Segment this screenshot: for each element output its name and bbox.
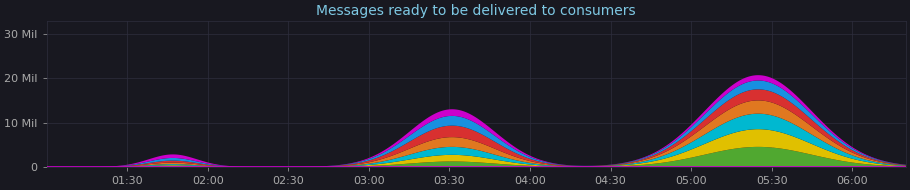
Title: Messages ready to be delivered to consumers: Messages ready to be delivered to consum… bbox=[317, 4, 636, 18]
